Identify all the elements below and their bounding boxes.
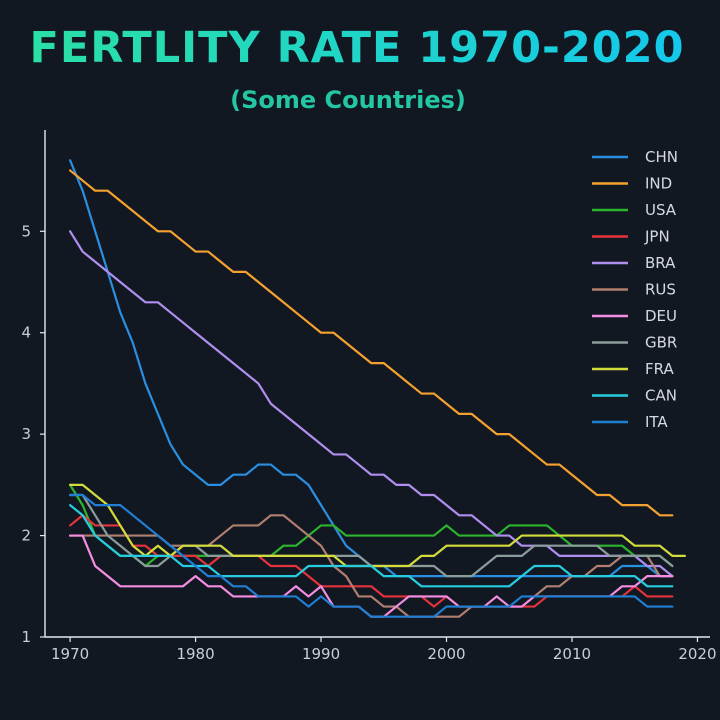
legend-label-bra: BRA [645, 254, 676, 272]
y-tick-label: 1 [21, 628, 31, 646]
legend-label-fra: FRA [645, 360, 674, 378]
chart-title: FERTLITY RATE 1970-2020 [29, 23, 684, 73]
y-tick-label: 5 [21, 222, 31, 240]
x-tick-label: 1970 [51, 645, 89, 663]
legend-label-deu: DEU [645, 307, 677, 325]
legend-label-chn: CHN [645, 148, 678, 166]
series-line-chn [68, 159, 674, 578]
series-line-ind [68, 169, 674, 517]
legend-label-ita: ITA [645, 413, 668, 431]
series-line-bra [68, 230, 674, 578]
x-tick-label: 2020 [678, 645, 716, 663]
legend: CHN IND USA JPN BRA RUS DEU GBR FRA CAN ITA [592, 148, 678, 431]
series-line-ita [68, 493, 674, 618]
y-tick-label: 2 [21, 527, 31, 545]
chart-subtitle: (Some Countries) [230, 86, 466, 114]
series-lines [68, 159, 687, 618]
axes: 1970 1980 1990 2000 2010 2020 1 2 3 4 5 [21, 130, 717, 663]
y-tick-label: 4 [21, 324, 31, 342]
legend-label-rus: RUS [645, 281, 676, 299]
series-line-can [68, 504, 674, 588]
x-tick-label: 1990 [302, 645, 340, 663]
x-tick-label: 2010 [553, 645, 591, 663]
legend-label-usa: USA [645, 201, 677, 219]
legend-label-can: CAN [645, 387, 677, 405]
x-tick-label: 2000 [427, 645, 465, 663]
series-line-fra [68, 483, 687, 568]
series-line-jpn [68, 514, 674, 608]
legend-label-jpn: JPN [644, 228, 670, 246]
legend-label-gbr: GBR [645, 334, 677, 352]
y-tick-label: 3 [21, 425, 31, 443]
series-line-usa [68, 483, 674, 568]
x-tick-label: 1980 [176, 645, 214, 663]
legend-label-ind: IND [645, 175, 672, 193]
